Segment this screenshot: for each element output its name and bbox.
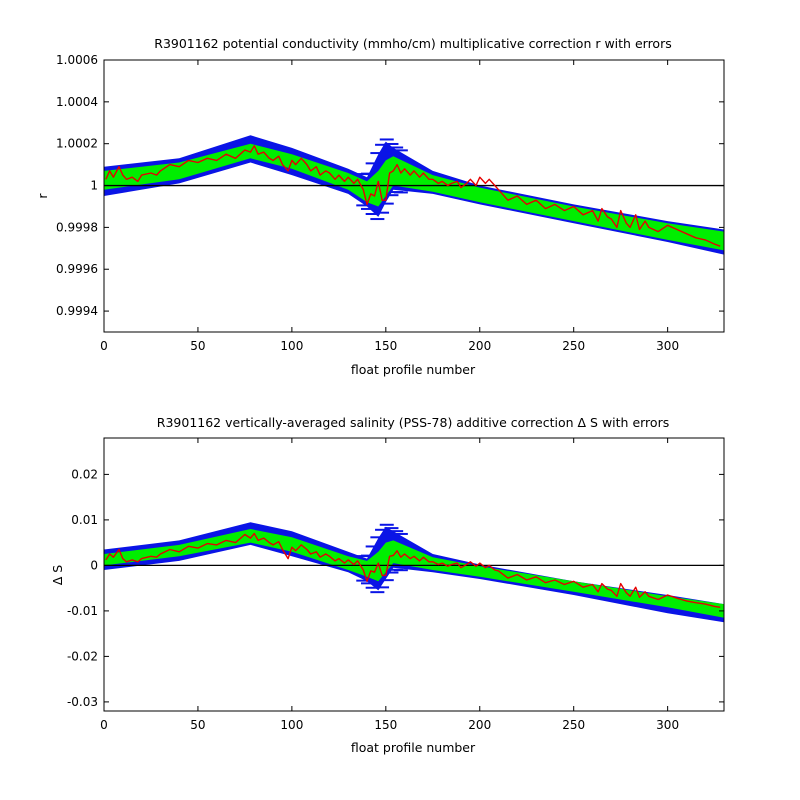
- axes-frame: [103, 59, 725, 333]
- error-band: [104, 522, 724, 623]
- plot-content: [104, 522, 724, 623]
- x-tick-label: 300: [656, 718, 679, 732]
- axes-frame: [103, 437, 725, 712]
- x-axis-label: float profile number: [351, 362, 476, 377]
- y-tick-label: 1.0004: [56, 95, 98, 109]
- x-tick-label: 200: [468, 718, 491, 732]
- y-tick-label: -0.02: [67, 649, 98, 663]
- y-tick-label: 1.0002: [56, 137, 98, 151]
- y-axis-label: r: [35, 193, 50, 199]
- conductivity-correction-panel: R3901162 potential conductivity (mmho/cm…: [35, 36, 725, 377]
- x-tick-label: 0: [100, 339, 108, 353]
- y-tick-label: 0.01: [71, 513, 98, 527]
- x-tick-label: 0: [100, 718, 108, 732]
- plot-area: 0 50 100 150 200 250 300 0.9994 0.9996 0.9998 1 1.0…: [56, 53, 725, 353]
- y-tick-label: 1.0006: [56, 53, 98, 67]
- x-tick-label: 100: [280, 718, 303, 732]
- x-tick-label: 100: [280, 339, 303, 353]
- y-tick-label: 0: [90, 558, 98, 572]
- plot-area: 0 50 100 150 200 250 300 -0.03 -0.02 -0.01 0 0.01 0.…: [67, 437, 725, 732]
- x-tick-label: 50: [190, 718, 205, 732]
- y-tick-label: -0.03: [67, 695, 98, 709]
- x-tick-label: 50: [190, 339, 205, 353]
- x-tick-label: 250: [562, 718, 585, 732]
- x-tick-label: 150: [374, 339, 397, 353]
- y-tick-label: -0.01: [67, 604, 98, 618]
- y-tick-label: 0.9998: [56, 220, 98, 234]
- x-tick-label: 150: [374, 718, 397, 732]
- y-tick-label: 1: [90, 179, 98, 193]
- salinity-correction-panel: R3901162 vertically-averaged salinity (P…: [50, 415, 725, 755]
- x-tick-label: 200: [468, 339, 491, 353]
- panel-title: R3901162 potential conductivity (mmho/cm…: [154, 36, 671, 51]
- y-tick-label: 0.02: [71, 467, 98, 481]
- x-tick-label: 300: [656, 339, 679, 353]
- y-tick-label: 0.9994: [56, 304, 98, 318]
- panel-title: R3901162 vertically-averaged salinity (P…: [157, 415, 669, 430]
- y-axis-label: Δ S: [50, 565, 65, 586]
- y-tick-label: 0.9996: [56, 262, 98, 276]
- x-tick-label: 250: [562, 339, 585, 353]
- correction-series-line: [105, 532, 721, 608]
- correction-series-line: [105, 145, 721, 247]
- error-bar-caps: [356, 138, 408, 221]
- x-axis-label: float profile number: [351, 740, 476, 755]
- plot-content: [104, 135, 724, 255]
